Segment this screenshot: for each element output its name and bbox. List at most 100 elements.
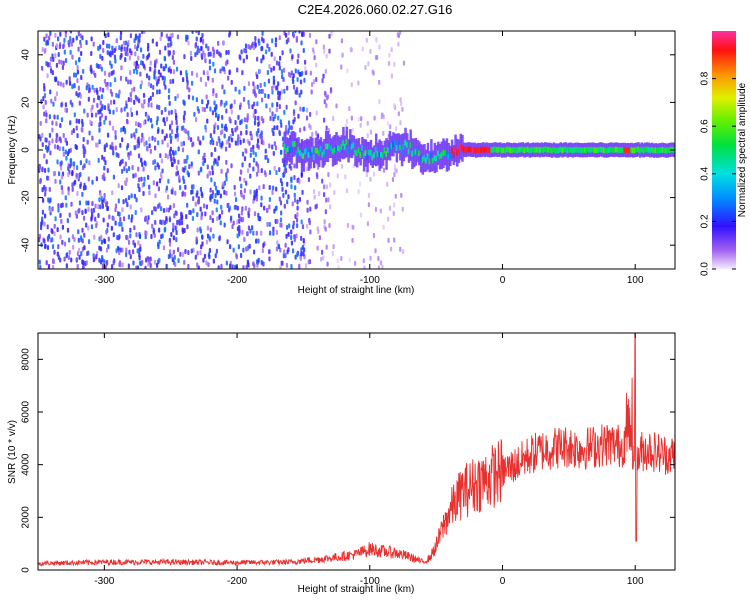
spectrogram-cell (268, 197, 271, 203)
carrier-cell (347, 147, 350, 154)
spectrogram-cell (203, 253, 207, 259)
spectrogram-cell (102, 39, 105, 45)
carrier-cell (399, 144, 402, 151)
spectrogram-cell (56, 159, 59, 165)
spectrogram-cell (56, 227, 59, 233)
spectrogram-cell (229, 263, 232, 269)
spectrogram-cell (91, 135, 94, 141)
spectrogram-cell (144, 215, 147, 221)
spectrogram-cell (120, 221, 123, 227)
spectrogram-cell (303, 126, 306, 132)
spectrogram-cell (253, 189, 256, 195)
spectrogram-cell (213, 181, 216, 187)
snr-xtick-label: 100 (627, 576, 644, 587)
spectrogram-cell (52, 264, 55, 269)
spectrogram-cell (284, 189, 288, 195)
colorbar: 0.00.20.40.60.8 Normalized spectral ampl… (700, 31, 748, 276)
spectrogram-cell (158, 257, 161, 263)
carrier-cell (504, 147, 507, 154)
spectrogram-cell (299, 106, 302, 112)
spectrogram-cell (228, 136, 231, 142)
spectrogram-cell (328, 48, 331, 54)
spectrogram-cell (211, 210, 214, 216)
spectrogram-cell (301, 244, 304, 250)
spectrogram-cell (365, 37, 368, 43)
spectrogram-cell (200, 166, 203, 172)
spectrogram-cell (147, 97, 151, 103)
spectrogram-cell (87, 176, 90, 182)
spectrogram-cell (107, 236, 110, 242)
spectrogram-cell (209, 227, 212, 233)
spectrogram-cell (210, 151, 213, 157)
spectrogram-cell (213, 160, 216, 166)
spectrogram-cell (153, 259, 157, 265)
spectrogram-cell (101, 154, 104, 160)
spectrogram-cell (228, 70, 231, 76)
spectrogram-cell (110, 99, 113, 105)
spectrogram-cell (81, 209, 84, 215)
spectrogram-cell (119, 142, 122, 148)
spectrogram-cell (172, 149, 175, 155)
spectrogram-cell (45, 33, 48, 39)
spectrogram-cell (98, 257, 101, 263)
spectrogram-cell (352, 163, 355, 169)
spectrogram-cell (90, 51, 93, 57)
carrier-cell (457, 148, 461, 155)
spectrogram-cell (220, 263, 223, 269)
spectrogram-cell (103, 192, 106, 198)
spectrogram-cell (344, 174, 347, 180)
spectrogram-cell (325, 95, 329, 101)
spectrogram-cell (74, 144, 77, 150)
spectrogram-cell (213, 106, 217, 112)
spectrogram-cell (142, 136, 145, 142)
spectrogram-cell (124, 181, 128, 187)
carrier-cell (602, 147, 606, 154)
spectrogram-cell (58, 59, 61, 65)
spectrogram-cell (377, 255, 380, 261)
spectrogram-cell (208, 235, 211, 241)
spectrogram-cell (255, 130, 258, 136)
carrier-cell (400, 147, 404, 153)
spectrogram-cell (321, 178, 324, 184)
spectrogram-cell (174, 261, 177, 267)
spectrogram-cell (378, 99, 381, 105)
spectrogram-cell (149, 263, 152, 269)
spectrogram-cell (119, 216, 122, 222)
spectrogram-cell (125, 103, 128, 109)
spectrogram-cell (374, 248, 377, 254)
spectrogram-cell (246, 231, 249, 237)
spectrogram-cell (97, 204, 100, 210)
spectrogram-cell (165, 215, 168, 221)
spectrogram-cell (278, 35, 281, 41)
spectrogram-cell (59, 81, 62, 87)
spectrogram-cell (215, 141, 219, 147)
spectrogram-cell (90, 224, 94, 230)
spectrogram-cell (373, 115, 376, 121)
spectrogram-cell (186, 224, 189, 230)
spectrogram-cell (126, 235, 129, 241)
snr-xtick-label: -200 (227, 576, 247, 587)
spectrogram-cell (68, 212, 71, 218)
spectrogram-cell (185, 214, 188, 220)
spectrogram-cell (295, 217, 299, 223)
spectrogram-cell (199, 140, 202, 146)
spectrogram-cell (112, 232, 115, 238)
spectrogram-cell (301, 31, 304, 37)
spectrogram-cell (48, 62, 51, 68)
spectrogram-cell (108, 51, 111, 57)
spectrogram-cell (186, 154, 189, 160)
spectrogram-cell (367, 192, 371, 198)
spectrogram-cell (194, 52, 197, 58)
spectrogram-cell (369, 176, 372, 182)
spectrogram-cell (289, 48, 292, 54)
spectrogram-cell (329, 204, 332, 210)
spectrogram-cell (256, 74, 259, 80)
carrier-cell (542, 147, 545, 153)
spectrogram-cell (153, 68, 157, 74)
carrier-cell (343, 144, 347, 150)
spectrogram-cell (98, 197, 101, 203)
spectrogram-cell (287, 194, 290, 200)
spectrogram-cell (130, 217, 133, 223)
spectrogram-cell (362, 258, 365, 264)
